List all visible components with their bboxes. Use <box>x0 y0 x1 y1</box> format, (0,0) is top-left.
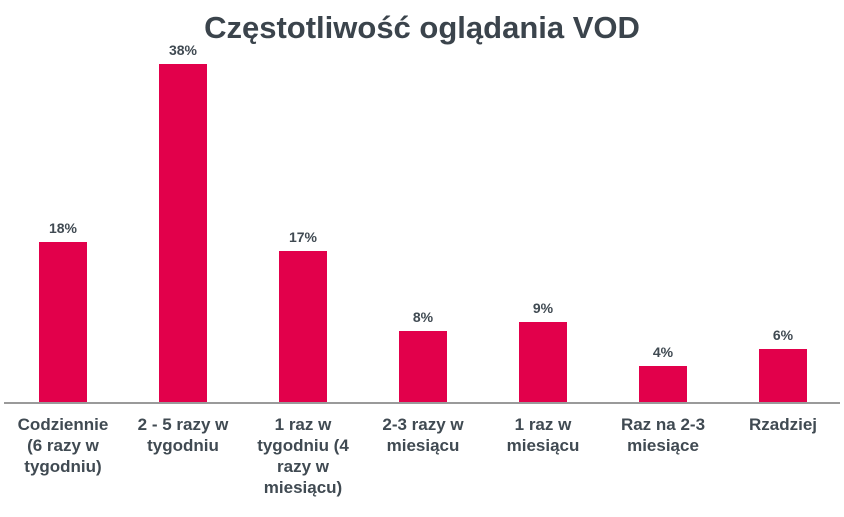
bar <box>519 322 567 402</box>
x-tick-label: Codziennie (6 razy w tygodniu) <box>3 414 123 477</box>
data-label: 6% <box>772 327 794 343</box>
x-tick-label-line: miesiącu) <box>263 478 343 497</box>
bar <box>279 251 327 402</box>
bar <box>39 242 87 402</box>
x-tick-label: 2 - 5 razy w tygodniu <box>123 414 243 456</box>
x-tick-label-line: Rzadziej <box>748 415 818 434</box>
x-tick-label-line: miesiące <box>627 436 699 455</box>
x-tick-label-line: miesiącu <box>386 436 460 455</box>
x-tick-label: Rzadziej <box>723 414 843 435</box>
x-tick-label-line: 1 raz w <box>514 415 572 434</box>
data-label: 18% <box>48 220 78 236</box>
chart-title: Częstotliwość oglądania VOD <box>204 10 640 45</box>
x-tick-label-line: tygodniu <box>147 436 219 455</box>
x-tick-label: 1 raz w miesiącu <box>483 414 603 456</box>
x-tick-label-line: Raz na 2-3 <box>620 415 706 434</box>
x-axis-line <box>4 402 840 404</box>
bar <box>759 349 807 402</box>
x-tick-label-line: (6 razy w <box>27 436 99 455</box>
data-label: 8% <box>412 309 434 325</box>
x-tick-label: Raz na 2-3 miesiące <box>603 414 723 456</box>
x-tick-label-line: 2 - 5 razy w <box>137 415 229 434</box>
x-tick-label-line: miesiącu <box>506 436 580 455</box>
bar <box>639 366 687 402</box>
data-label: 17% <box>288 229 318 245</box>
x-tick-label: 1 raz w tygodniu (4 razy w miesiącu) <box>243 414 363 498</box>
bar <box>399 331 447 402</box>
data-label: 38% <box>168 42 198 58</box>
bar <box>159 64 207 402</box>
x-tick-label-line: razy w <box>277 457 329 476</box>
x-tick-label-line: 2-3 razy w <box>382 415 464 434</box>
x-tick-label-line: tygodniu (4 <box>257 436 349 455</box>
x-tick-label-line: 1 raz w <box>274 415 332 434</box>
x-tick-label-line: tygodniu) <box>24 457 102 476</box>
x-tick-label-line: Codziennie <box>17 415 109 434</box>
x-tick-label: 2-3 razy w miesiącu <box>363 414 483 456</box>
data-label: 4% <box>652 344 674 360</box>
data-label: 9% <box>532 300 554 316</box>
